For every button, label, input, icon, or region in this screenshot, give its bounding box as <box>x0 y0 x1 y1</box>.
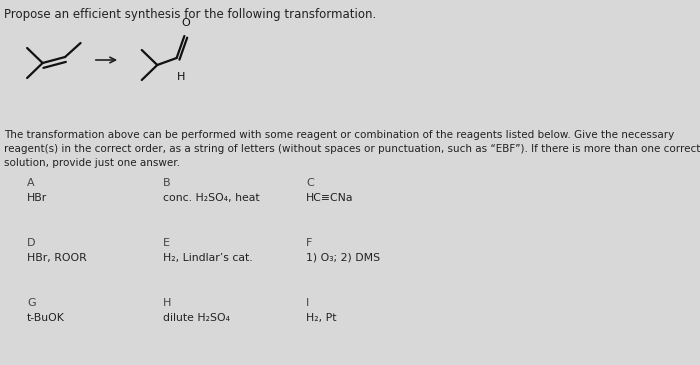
Text: H₂, Pt: H₂, Pt <box>306 313 337 323</box>
Text: E: E <box>162 238 169 248</box>
Text: dilute H₂SO₄: dilute H₂SO₄ <box>162 313 230 323</box>
Text: A: A <box>27 178 35 188</box>
Text: O: O <box>181 18 190 28</box>
Text: I: I <box>306 298 309 308</box>
Text: B: B <box>162 178 170 188</box>
Text: G: G <box>27 298 36 308</box>
Text: reagent(s) in the correct order, as a string of letters (without spaces or punct: reagent(s) in the correct order, as a st… <box>4 144 700 154</box>
Text: F: F <box>306 238 312 248</box>
Text: t-BuOK: t-BuOK <box>27 313 65 323</box>
Text: H₂, Lindlar’s cat.: H₂, Lindlar’s cat. <box>162 253 252 263</box>
Text: C: C <box>306 178 314 188</box>
Text: HC≡CNa: HC≡CNa <box>306 193 354 203</box>
Text: 1) O₃; 2) DMS: 1) O₃; 2) DMS <box>306 253 380 263</box>
Text: H: H <box>162 298 171 308</box>
Text: H: H <box>177 72 186 82</box>
Text: solution, provide just one answer.: solution, provide just one answer. <box>4 158 180 168</box>
Text: conc. H₂SO₄, heat: conc. H₂SO₄, heat <box>162 193 259 203</box>
Text: The transformation above can be performed with some reagent or combination of th: The transformation above can be performe… <box>4 130 674 140</box>
Text: Propose an efficient synthesis for the following transformation.: Propose an efficient synthesis for the f… <box>4 8 376 21</box>
Text: HBr: HBr <box>27 193 48 203</box>
Text: D: D <box>27 238 36 248</box>
Text: HBr, ROOR: HBr, ROOR <box>27 253 87 263</box>
